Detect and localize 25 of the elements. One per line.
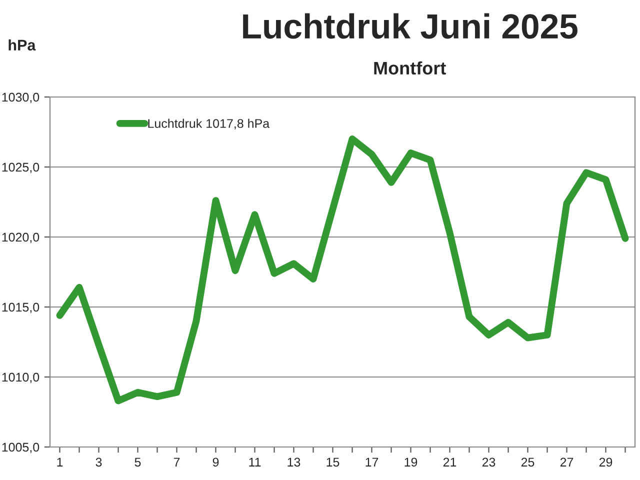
chart-title: Luchtdruk Juni 2025 — [243, 13, 578, 39]
y-tick-label: 1015,0 — [2, 302, 40, 314]
y-tick-label: 1030,0 — [2, 92, 40, 104]
x-tick-label: 3 — [96, 458, 102, 467]
x-tick-label: 25 — [521, 458, 534, 467]
x-tick-label: 27 — [560, 458, 574, 466]
x-tick-label: 11 — [249, 458, 261, 466]
legend-label: Luchtdruk 1017,8 hPa — [148, 118, 270, 130]
chart-subtitle: Montfort — [374, 61, 446, 75]
x-tick-label: 21 — [443, 458, 456, 466]
x-tick-label: 15 — [326, 458, 340, 467]
x-tick-label: 5 — [134, 458, 141, 467]
y-tick-label: 1020,0 — [2, 232, 40, 244]
x-tick-label: 9 — [212, 458, 219, 467]
y-axis-title: hPa — [8, 39, 36, 51]
y-tick-label: 1025,0 — [2, 162, 40, 174]
x-tick-label: 17 — [366, 458, 378, 466]
y-tick-label: 1010,0 — [2, 372, 40, 384]
x-tick-label: 19 — [404, 458, 418, 467]
x-tick-label: 29 — [599, 458, 612, 467]
x-tick-label: 1 — [57, 458, 63, 466]
x-tick-label: 23 — [482, 458, 496, 467]
y-tick-label: 1005,0 — [2, 442, 40, 454]
x-tick-label: 7 — [174, 458, 180, 466]
x-tick-label: 13 — [288, 458, 300, 467]
